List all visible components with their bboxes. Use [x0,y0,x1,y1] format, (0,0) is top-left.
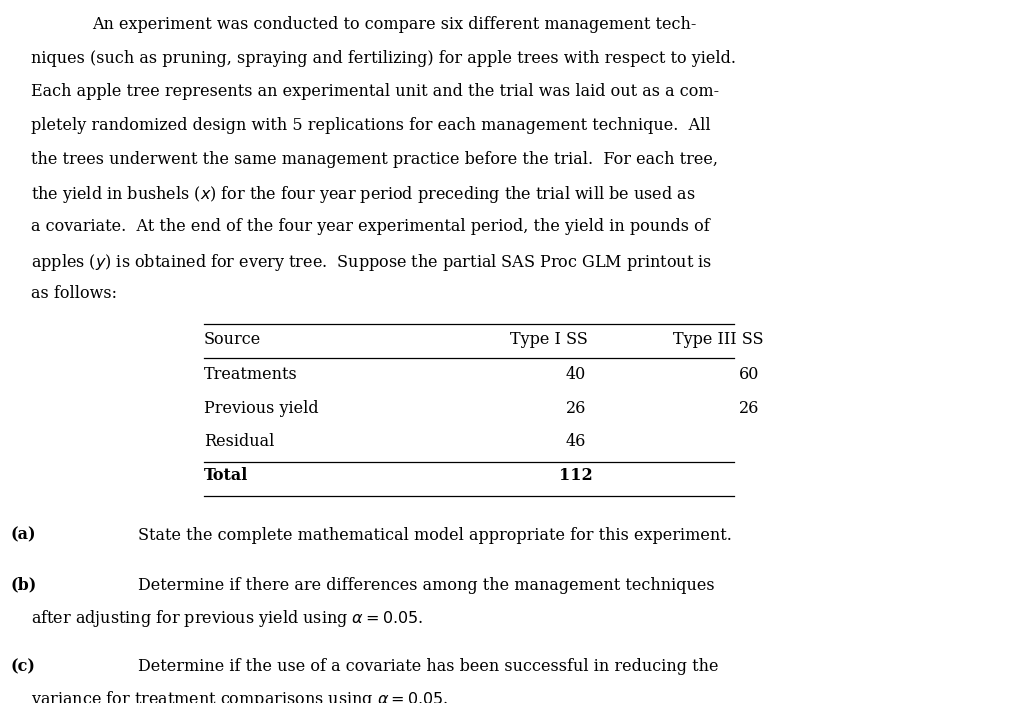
Text: An experiment was conducted to compare six different management tech-: An experiment was conducted to compare s… [92,16,696,33]
Text: 46: 46 [566,434,586,451]
Text: a covariate.  At the end of the four year experimental period, the yield in poun: a covariate. At the end of the four year… [31,218,709,235]
Text: Each apple tree represents an experimental unit and the trial was laid out as a : Each apple tree represents an experiment… [31,84,718,101]
Text: Previous yield: Previous yield [204,400,318,417]
Text: Residual: Residual [204,434,274,451]
Text: (a): (a) [10,527,36,543]
Text: after adjusting for previous yield using $\alpha = 0.05$.: after adjusting for previous yield using… [31,607,423,628]
Text: as follows:: as follows: [31,285,116,302]
Text: 60: 60 [739,366,759,383]
Text: (b): (b) [10,577,37,594]
Text: State the complete mathematical model appropriate for this experiment.: State the complete mathematical model ap… [138,527,732,543]
Text: 40: 40 [566,366,586,383]
Text: the trees underwent the same management practice before the trial.  For each tre: the trees underwent the same management … [31,150,717,168]
Text: (c): (c) [10,658,35,675]
Text: 26: 26 [566,400,586,417]
Text: pletely randomized design with 5 replications for each management technique.  Al: pletely randomized design with 5 replica… [31,117,710,134]
Text: Type I SS: Type I SS [510,330,587,347]
Text: Source: Source [204,330,261,347]
Text: Treatments: Treatments [204,366,298,383]
Text: Type III SS: Type III SS [673,330,763,347]
Text: 112: 112 [558,467,593,484]
Text: Determine if the use of a covariate has been successful in reducing the: Determine if the use of a covariate has … [138,658,718,675]
Text: Determine if there are differences among the management techniques: Determine if there are differences among… [138,577,714,594]
Text: variance for treatment comparisons using $\alpha = 0.05$.: variance for treatment comparisons using… [31,689,448,703]
Text: the yield in bushels ($x$) for the four year period preceding the trial will be : the yield in bushels ($x$) for the four … [31,184,695,205]
Text: 26: 26 [739,400,759,417]
Text: niques (such as pruning, spraying and fertilizing) for apple trees with respect : niques (such as pruning, spraying and fe… [31,50,736,67]
Text: Total: Total [204,467,248,484]
Text: apples ($y$) is obtained for every tree.  Suppose the partial SAS Proc GLM print: apples ($y$) is obtained for every tree.… [31,252,711,273]
